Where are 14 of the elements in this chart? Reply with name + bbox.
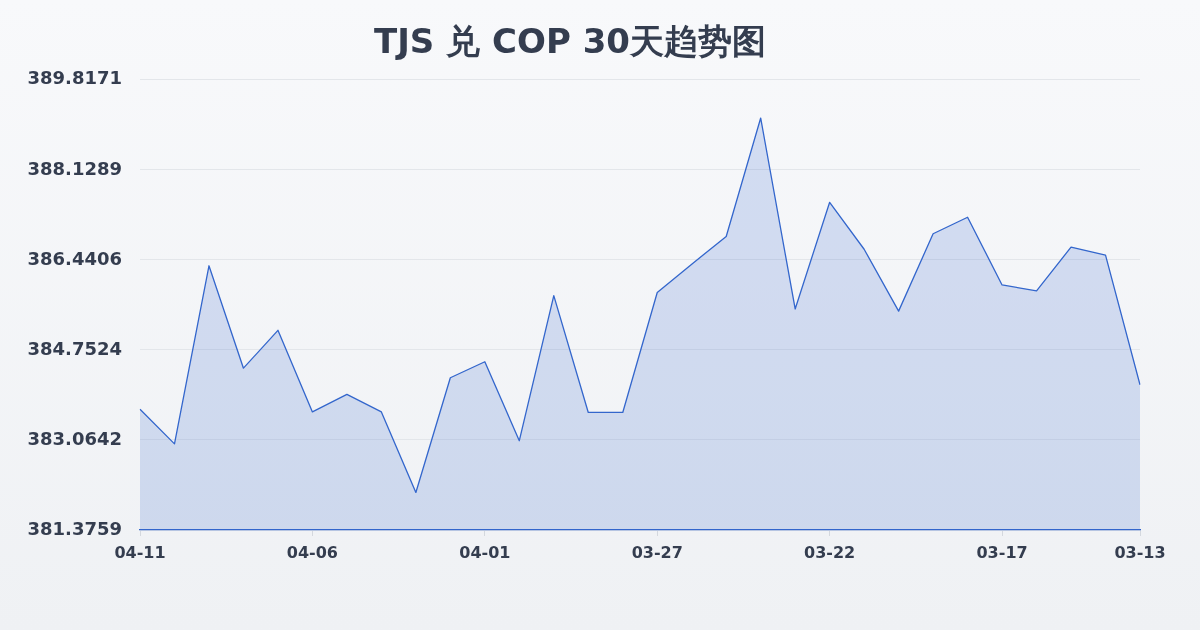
y-tick-label: 389.8171 [27, 67, 122, 89]
x-tick-label: 03-22 [804, 542, 856, 562]
x-tick-label: 03-27 [631, 542, 683, 562]
y-tick-label: 388.1289 [27, 157, 122, 179]
x-tick-label: 04-11 [114, 542, 166, 562]
y-tick-label: 386.4406 [27, 247, 122, 269]
y-tick-label: 384.7524 [27, 337, 122, 359]
x-tick-label: 03-17 [976, 542, 1028, 562]
chart-title: TJS 兑 COP 30天趋势图 [374, 21, 766, 62]
y-tick-label: 383.0642 [27, 427, 122, 449]
x-tick-label: 04-06 [286, 542, 338, 562]
x-tick-label: 03-13 [1114, 542, 1166, 562]
x-tick-label: 04-01 [459, 542, 511, 562]
y-tick-label: 381.3759 [27, 517, 122, 539]
